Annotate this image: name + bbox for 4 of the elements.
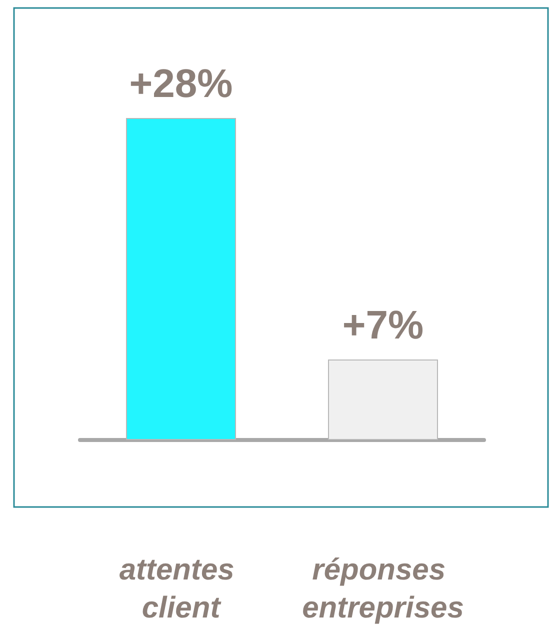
x-tick-label: réponses entreprises — [302, 554, 464, 624]
data-label: +7% — [342, 304, 424, 348]
data-label: +28% — [129, 62, 233, 106]
x-tick-label: attentes client — [119, 554, 243, 624]
